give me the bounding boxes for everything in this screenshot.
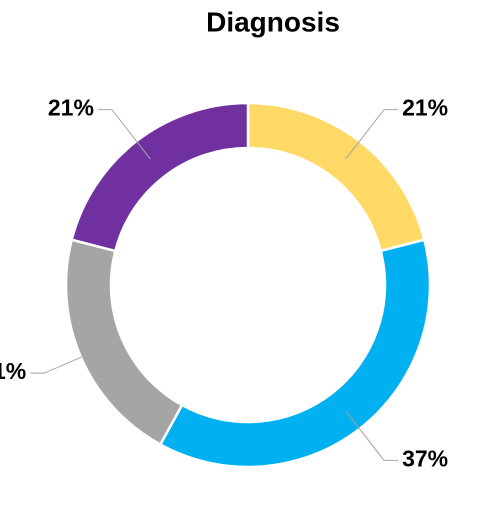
leader-line bbox=[97, 109, 151, 160]
leader-line bbox=[345, 109, 399, 160]
donut-segment bbox=[158, 238, 432, 469]
donut-segment bbox=[246, 101, 426, 253]
donut-segment bbox=[64, 238, 184, 447]
data-label: 37% bbox=[402, 445, 448, 471]
data-label: 21% bbox=[0, 358, 26, 384]
data-label: 21% bbox=[48, 95, 94, 121]
leader-line bbox=[345, 410, 399, 461]
data-label: 21% bbox=[402, 95, 448, 121]
chart-title: Diagnosis bbox=[206, 6, 340, 37]
donut-segment bbox=[70, 101, 250, 253]
leader-line bbox=[30, 347, 102, 374]
